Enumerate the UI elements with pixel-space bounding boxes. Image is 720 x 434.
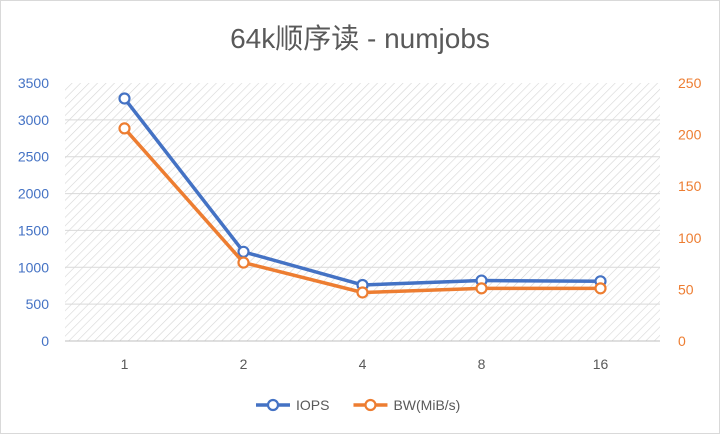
x-tick-label: 1 xyxy=(121,356,129,372)
data-point xyxy=(118,92,131,105)
x-tick-label: 8 xyxy=(478,356,486,372)
y-left-tick-label: 500 xyxy=(26,296,50,312)
y-right-tick-label: 100 xyxy=(678,230,702,246)
legend-label: IOPS xyxy=(296,397,329,413)
x-tick-label: 2 xyxy=(240,356,248,372)
legend-label: BW(MiB/s) xyxy=(393,397,460,413)
y-left-tick-label: 3000 xyxy=(18,112,49,128)
y-right-tick-label: 0 xyxy=(678,333,686,349)
data-point xyxy=(118,122,131,135)
plot-area xyxy=(65,83,660,341)
legend-marker xyxy=(364,398,377,412)
x-tick-label: 4 xyxy=(359,356,367,372)
legend-marker xyxy=(266,398,280,412)
y-left-tick-label: 0 xyxy=(41,333,49,349)
y-right-tick-label: 150 xyxy=(678,178,702,194)
y-right-tick-label: 200 xyxy=(678,127,702,143)
y-right-tick-label: 50 xyxy=(678,281,694,297)
y-left-tick-label: 3500 xyxy=(18,75,49,91)
y-left-tick-label: 2000 xyxy=(18,186,49,202)
y-left-tick-label: 1000 xyxy=(18,259,49,275)
data-point xyxy=(475,282,488,295)
data-point xyxy=(237,245,250,258)
chart-title: 64k顺序读 - numjobs xyxy=(230,23,490,54)
x-tick-label: 16 xyxy=(593,356,609,372)
y-left-tick-label: 1500 xyxy=(18,222,49,238)
y-left-tick-label: 2500 xyxy=(18,149,49,165)
data-point xyxy=(237,256,250,269)
data-point xyxy=(356,286,369,299)
data-point xyxy=(594,282,607,295)
y-right-tick-label: 250 xyxy=(678,75,702,91)
